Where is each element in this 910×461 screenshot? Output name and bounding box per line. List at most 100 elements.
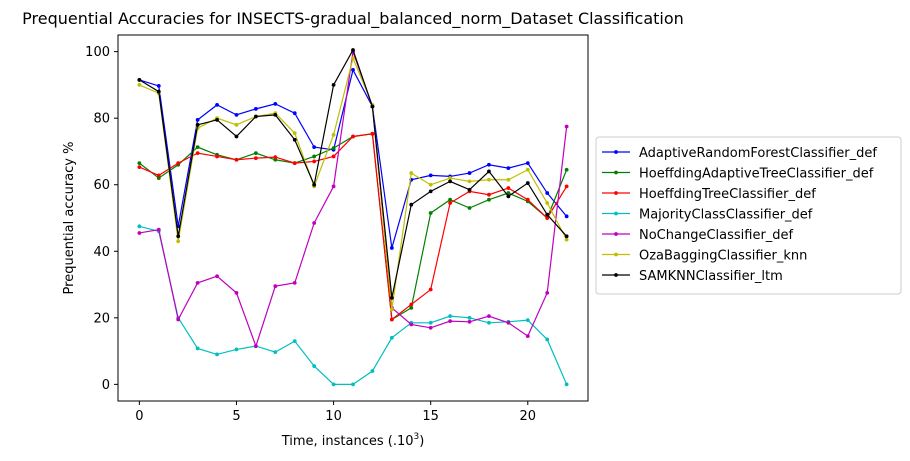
data-point — [351, 134, 355, 139]
data-point — [273, 284, 278, 289]
y-tick-label: 0 — [102, 378, 110, 393]
data-point — [409, 322, 414, 327]
data-point — [176, 234, 181, 239]
y-tick-label: 20 — [93, 311, 110, 326]
data-point — [137, 224, 142, 229]
data-point — [564, 234, 569, 239]
data-point — [292, 161, 297, 166]
data-point — [428, 320, 433, 325]
data-point — [253, 106, 258, 111]
legend-item: MajorityClassClassifier_def — [602, 208, 813, 223]
data-point — [195, 151, 200, 156]
data-point — [195, 122, 200, 127]
series-0 — [137, 68, 569, 250]
data-point — [312, 154, 317, 159]
legend-label: MajorityClassClassifier_def — [639, 208, 813, 223]
data-point — [351, 68, 355, 72]
legend-box — [595, 136, 902, 295]
data-point — [253, 156, 258, 161]
data-point — [409, 302, 414, 307]
data-point — [448, 176, 453, 180]
legend-label: HoeffdingAdaptiveTreeClassifier_def — [639, 167, 874, 182]
data-point — [137, 78, 142, 82]
legend-label: SAMKNNClassifier_ltm — [639, 269, 783, 284]
x-tick-label: 15 — [422, 409, 439, 424]
data-point — [156, 89, 161, 94]
data-point — [448, 201, 453, 205]
data-point — [351, 56, 355, 61]
series-3 — [137, 224, 569, 387]
data-point — [409, 171, 414, 175]
series-line — [139, 68, 568, 249]
series-2 — [137, 131, 569, 322]
data-point — [234, 157, 239, 162]
legend-item: HoeffdingAdaptiveTreeClassifier_def — [602, 167, 874, 182]
data-point — [176, 239, 181, 244]
data-point — [137, 83, 142, 87]
series-5 — [137, 56, 569, 312]
data-point — [176, 161, 181, 166]
data-point — [487, 314, 491, 319]
data-point — [564, 214, 569, 219]
data-point — [312, 182, 317, 187]
data-point — [312, 145, 317, 150]
data-point — [312, 364, 317, 368]
data-point — [331, 132, 336, 137]
data-point — [253, 344, 258, 348]
data-point — [234, 112, 239, 117]
legend-label: NoChangeClassifier_def — [639, 228, 794, 243]
data-point — [331, 382, 336, 387]
data-point — [467, 179, 472, 184]
y-tick-label: 100 — [85, 45, 110, 60]
data-point — [564, 382, 569, 387]
legend-marker — [614, 232, 618, 236]
x-axis-label: Time, instances (.103) — [281, 432, 425, 449]
data-point — [525, 197, 530, 202]
data-point — [273, 155, 278, 160]
legend-item: OzaBaggingClassifier_knn — [602, 249, 807, 264]
legend-marker — [614, 150, 618, 154]
data-point — [215, 274, 219, 279]
data-point — [292, 111, 297, 116]
data-point — [137, 161, 142, 166]
data-point — [389, 295, 394, 300]
data-point — [351, 382, 355, 387]
data-point — [156, 173, 161, 178]
legend-item: SAMKNNClassifier_ltm — [602, 269, 783, 284]
data-point — [389, 317, 394, 322]
data-point — [428, 182, 433, 187]
series-1 — [137, 131, 569, 322]
data-point — [487, 169, 491, 174]
data-point — [545, 191, 550, 195]
chart-title: Prequential Accuracies for INSECTS-gradu… — [22, 9, 684, 29]
data-point — [506, 186, 511, 190]
series-line — [139, 56, 568, 310]
data-point — [273, 350, 278, 354]
data-point — [545, 212, 550, 217]
data-point — [545, 201, 550, 205]
data-point — [234, 134, 239, 139]
legend-item: AdaptiveRandomForestClassifier_def — [602, 146, 877, 161]
data-point — [312, 221, 317, 225]
legend-marker — [614, 252, 618, 257]
data-point — [234, 290, 239, 295]
data-point — [525, 318, 530, 323]
data-point — [156, 227, 161, 232]
data-point — [331, 154, 336, 159]
data-point — [389, 246, 394, 250]
data-point — [448, 197, 453, 202]
data-point — [234, 122, 239, 127]
data-point — [428, 287, 433, 292]
y-tick-label: 60 — [93, 178, 110, 193]
data-point — [273, 157, 278, 162]
data-point — [137, 165, 142, 169]
data-point — [525, 334, 530, 339]
data-point — [292, 339, 297, 344]
plot-area: 0 5 10 15 20 0 20 40 60 80 100 — [85, 34, 589, 424]
data-point — [448, 319, 453, 324]
data-point — [545, 216, 550, 220]
data-point — [389, 307, 394, 312]
y-tick-label: 40 — [93, 245, 110, 260]
data-point — [564, 124, 569, 129]
data-point — [273, 101, 278, 106]
